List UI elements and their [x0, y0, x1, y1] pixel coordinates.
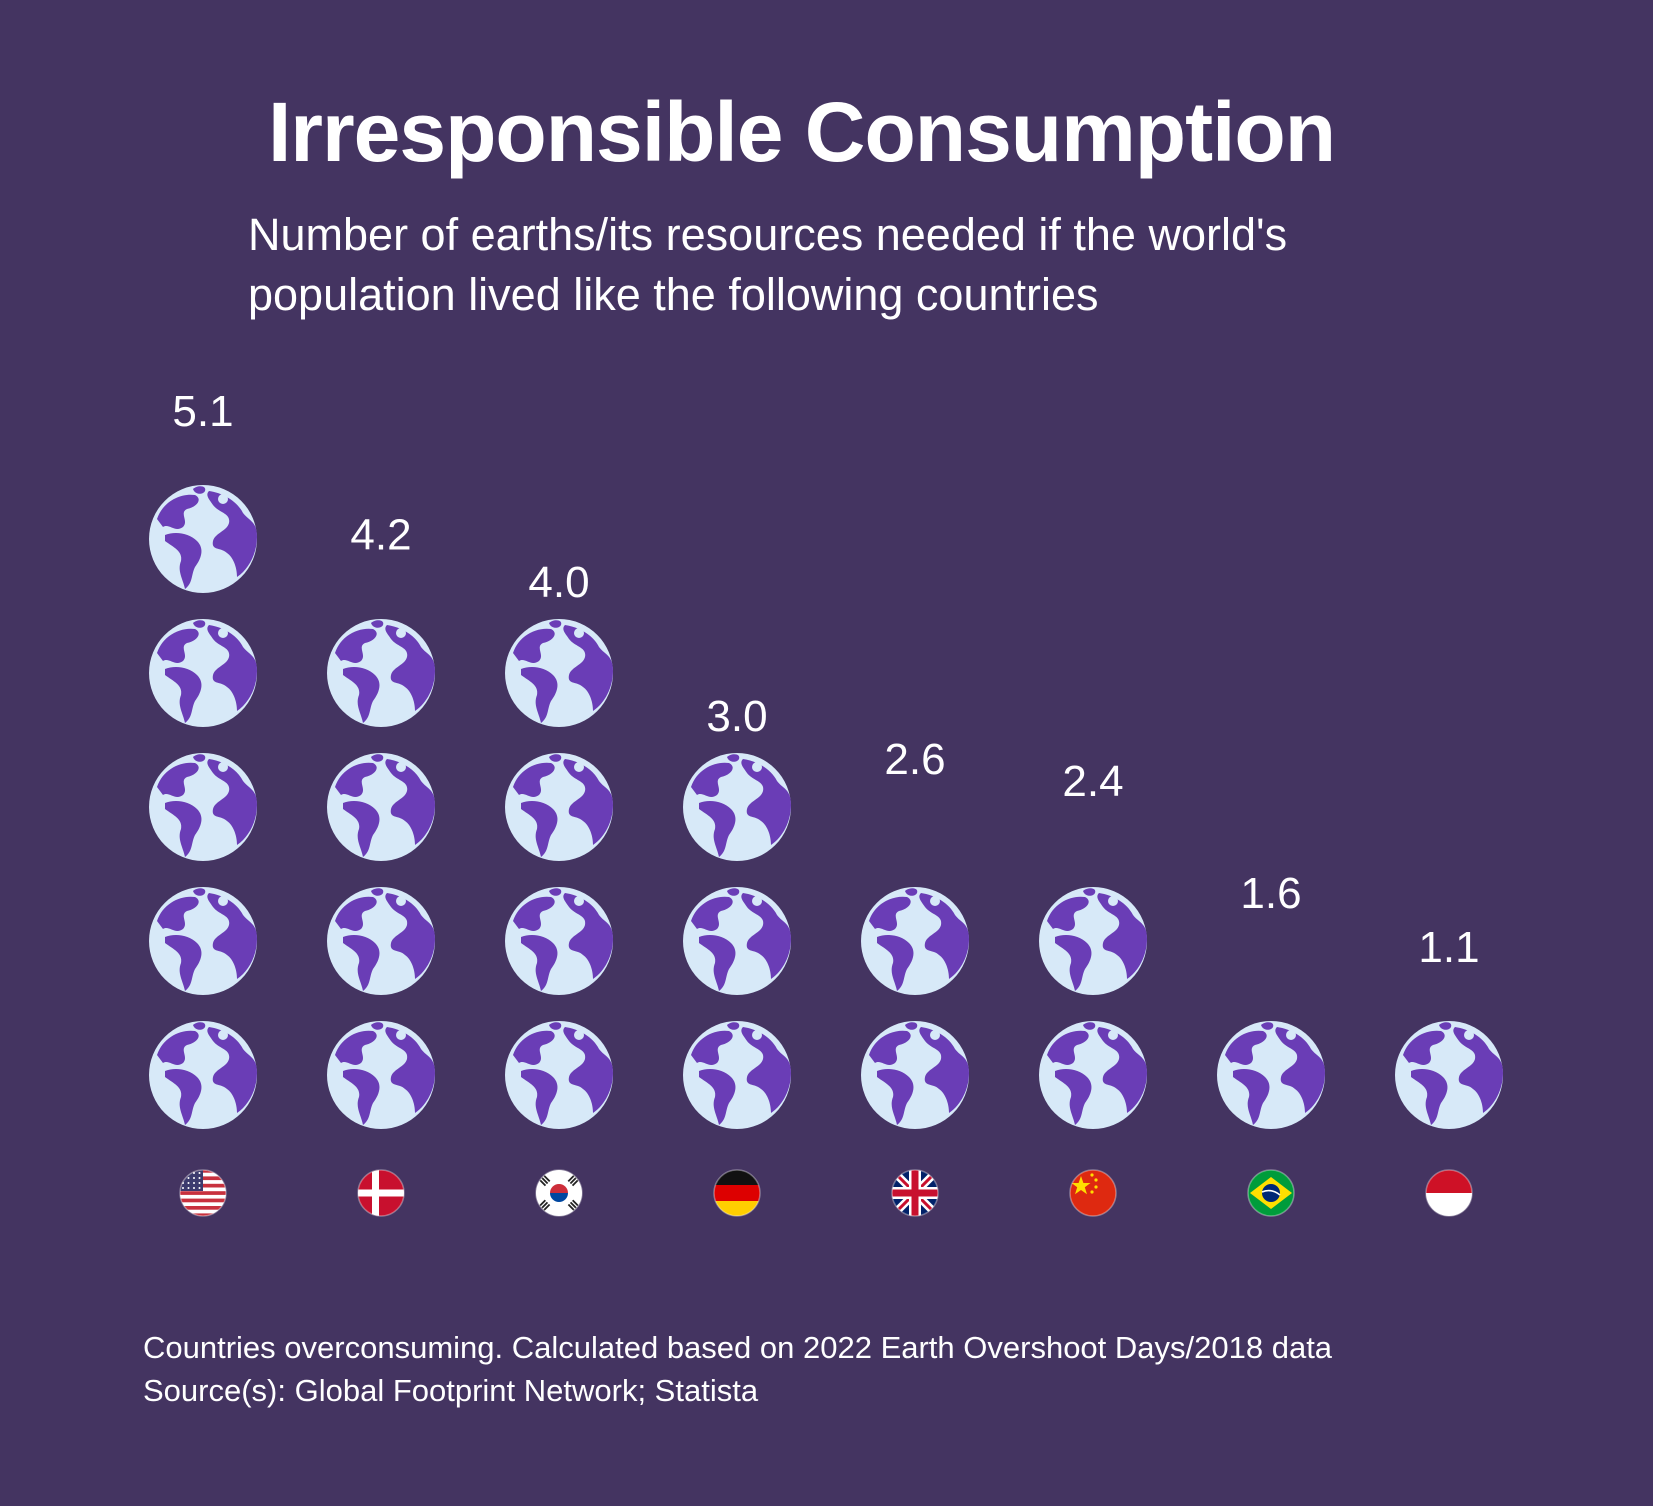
column-flag-gb: 2.6 [861, 735, 969, 1129]
earth-icon [861, 887, 969, 995]
earth-icon [149, 1021, 257, 1129]
value-label: 2.6 [884, 735, 945, 784]
earth-icon [149, 619, 257, 727]
earth-icon [1039, 887, 1147, 995]
column-flag-de: 3.0 [683, 692, 791, 1129]
flag-gb-icon [891, 1169, 939, 1217]
earth-icon [327, 1021, 435, 1129]
earth-icon [683, 753, 791, 861]
value-label: 4.0 [528, 558, 589, 607]
value-label: 4.2 [350, 510, 411, 559]
earth-icon [683, 887, 791, 995]
footnote-source: Source(s): Global Footprint Network; Sta… [143, 1373, 759, 1408]
flag-de-icon [713, 1169, 761, 1217]
earth-icon [505, 753, 613, 861]
earth-icon [1217, 1021, 1325, 1129]
earth-icon [505, 1021, 613, 1129]
column-flag-kr: 4.0 [505, 558, 613, 1129]
column-flag-id: 1.1 [1395, 923, 1503, 1129]
value-label: 3.0 [706, 692, 767, 741]
footnote-note: Countries overconsuming. Calculated base… [143, 1330, 1333, 1365]
earth-icon [1039, 1021, 1147, 1129]
earth-icon [505, 619, 613, 727]
earth-icon [1395, 1021, 1503, 1129]
flag-dk-icon [357, 1169, 405, 1217]
flag-id-icon [1425, 1169, 1473, 1217]
footnote: Countries overconsuming. Calculated base… [143, 1326, 1332, 1412]
flag-kr-icon [535, 1169, 583, 1217]
column-flag-cn: 2.4 [1039, 757, 1147, 1129]
earth-icon [683, 1021, 791, 1129]
chart-title: Irresponsible Consumption [267, 85, 1336, 179]
earth-icon [327, 887, 435, 995]
earth-icon [327, 753, 435, 861]
flag-us-icon [179, 1169, 227, 1217]
column-flag-us: 5.1 [149, 387, 257, 1129]
earth-icon [505, 887, 613, 995]
earth-icon [861, 1021, 969, 1129]
earth-icon [149, 485, 257, 593]
value-label: 1.6 [1240, 869, 1301, 918]
value-label: 1.1 [1418, 923, 1479, 972]
value-label: 2.4 [1062, 757, 1123, 806]
column-flag-dk: 4.2 [327, 510, 435, 1129]
earth-icon [149, 887, 257, 995]
earth-icon [327, 619, 435, 727]
value-label: 5.1 [172, 387, 233, 436]
column-flag-br: 1.6 [1217, 869, 1325, 1129]
pictograph-chart: 5.1 4.2 4.0 3.0 2.6 2.4 1.6 1.1 [149, 387, 1503, 1217]
flag-br-icon [1247, 1169, 1295, 1217]
flag-cn-icon [1069, 1169, 1117, 1217]
chart-subtitle: Number of earths/its resources needed if… [248, 209, 1288, 320]
earth-icon [149, 753, 257, 861]
